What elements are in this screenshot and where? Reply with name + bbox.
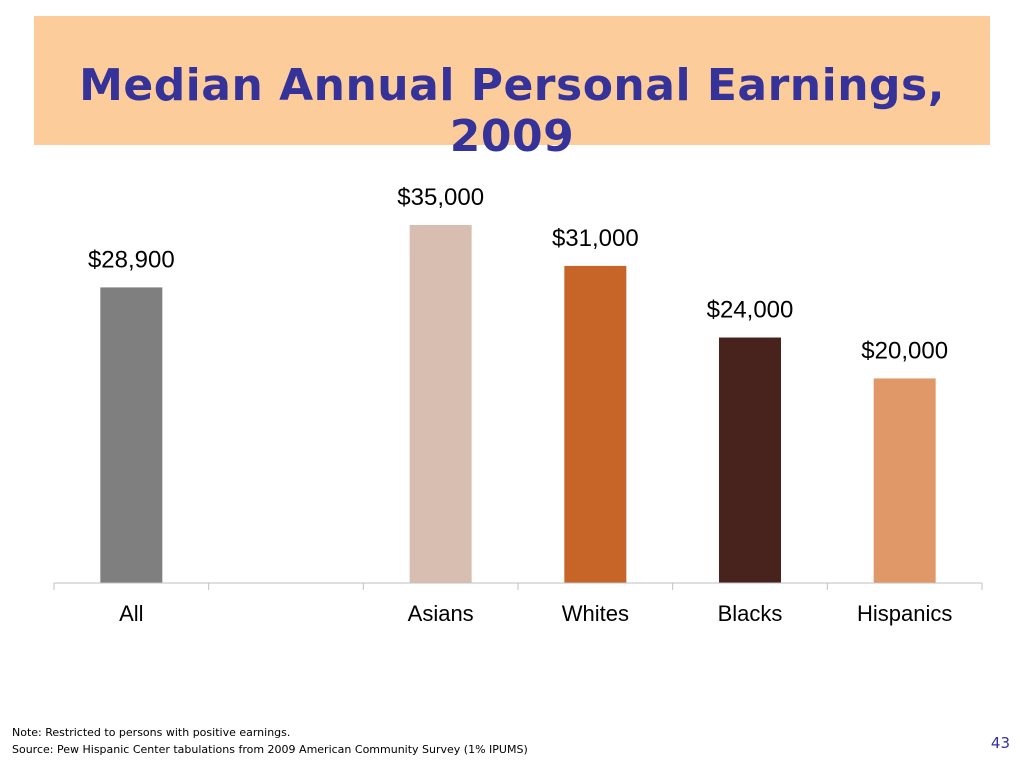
category-label: All: [119, 601, 143, 626]
footnote: Note: Restricted to persons with positiv…: [12, 724, 528, 758]
category-label: Asians: [408, 601, 474, 626]
data-label: $31,000: [552, 225, 639, 252]
data-label: $24,000: [707, 297, 794, 324]
bar: [409, 225, 472, 583]
page-title: Median Annual Personal Earnings, 2009: [79, 60, 945, 162]
bar: [564, 265, 627, 583]
note-text: Note: Restricted to persons with positiv…: [12, 726, 291, 739]
bar: [100, 287, 163, 583]
category-label: Hispanics: [857, 601, 952, 626]
category-label: Blacks: [718, 601, 783, 626]
data-label: $20,000: [861, 337, 948, 364]
data-label: $35,000: [397, 184, 484, 211]
bars-layer: [100, 225, 936, 583]
category-label: Whites: [562, 601, 629, 626]
page-number: 43: [990, 734, 1010, 752]
data-label: $28,900: [88, 246, 175, 273]
source-text: Source: Pew Hispanic Center tabulations …: [12, 743, 528, 756]
labels-layer: $28,900 All $35,000 Asians $31,000 Whites $24,…: [88, 184, 952, 626]
bar: [873, 378, 936, 583]
bar-chart: $28,900 All $35,000 Asians $31,000 Whites $24,…: [53, 184, 983, 626]
axis-layer: [53, 582, 983, 590]
title-band: Median Annual Personal Earnings, 2009: [34, 16, 990, 162]
bar: [719, 337, 781, 583]
